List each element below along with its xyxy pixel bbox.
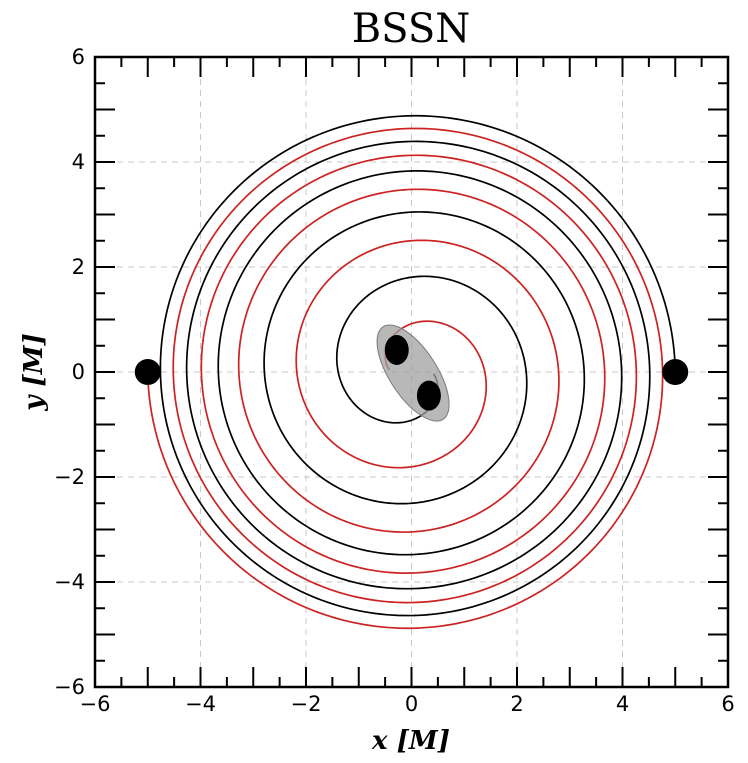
x-tick-label: 6 — [721, 692, 734, 716]
black-hole — [662, 359, 689, 385]
x-tick-label: −4 — [185, 692, 216, 716]
y-tick-label: 4 — [72, 150, 85, 174]
black-hole — [384, 334, 409, 365]
y-tick-label: −6 — [54, 675, 85, 699]
tick-labels: −6 −4 −2 0 2 4 6 −6 −4 −2 0 2 4 6 — [54, 45, 735, 716]
x-tick-label: 2 — [510, 692, 523, 716]
merger-horizon-group — [376, 324, 450, 422]
black-hole — [416, 380, 441, 411]
black-hole — [134, 359, 161, 385]
x-tick-label: 0 — [405, 692, 418, 716]
x-tick-label: −6 — [80, 692, 111, 716]
y-tick-label: 2 — [72, 255, 85, 279]
y-tick-label: 6 — [72, 45, 85, 69]
y-tick-label: −4 — [54, 570, 85, 594]
grid — [95, 57, 728, 687]
trajectories — [146, 114, 677, 630]
x-axis-label: x [M] — [371, 726, 450, 756]
x-tick-label: 4 — [616, 692, 629, 716]
y-tick-label: 0 — [72, 360, 85, 384]
chart-title: BSSN — [352, 6, 471, 52]
ticks — [94, 56, 729, 688]
y-axis-label: y [M] — [19, 333, 49, 412]
black-holes — [134, 334, 689, 411]
trajectory-red — [146, 127, 664, 630]
trajectory-black — [159, 114, 677, 617]
x-tick-label: −2 — [291, 692, 322, 716]
merger-horizon — [376, 324, 450, 422]
y-tick-label: −2 — [54, 465, 85, 489]
